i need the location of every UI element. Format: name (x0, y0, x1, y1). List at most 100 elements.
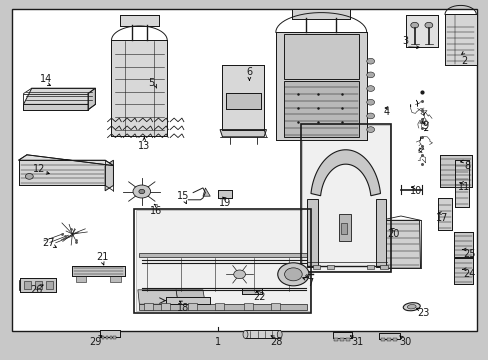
Bar (136, 210, 309, 311)
Polygon shape (19, 160, 105, 185)
Bar (306, 199, 317, 267)
Bar (392, 338, 396, 341)
Text: 18: 18 (177, 303, 189, 313)
Text: 20: 20 (386, 229, 399, 239)
Bar (113, 336, 116, 339)
Polygon shape (454, 160, 468, 207)
Bar (46, 281, 53, 289)
Polygon shape (176, 290, 205, 304)
Polygon shape (138, 290, 178, 304)
Bar (244, 303, 253, 310)
Text: 6: 6 (246, 67, 252, 77)
Polygon shape (292, 9, 349, 19)
Circle shape (133, 185, 150, 198)
Text: 21: 21 (96, 252, 109, 262)
Circle shape (366, 58, 374, 64)
Bar (366, 265, 373, 269)
Circle shape (233, 270, 245, 279)
Bar (302, 125, 389, 271)
Circle shape (410, 22, 418, 28)
Polygon shape (453, 232, 472, 257)
Circle shape (284, 268, 302, 281)
Polygon shape (405, 15, 437, 47)
Bar (144, 303, 153, 310)
Polygon shape (20, 278, 56, 292)
Bar (341, 223, 346, 234)
Text: 28: 28 (269, 337, 282, 347)
Polygon shape (100, 330, 120, 337)
Circle shape (366, 113, 374, 119)
Ellipse shape (277, 330, 282, 338)
Text: 4: 4 (383, 107, 388, 117)
Text: 22: 22 (252, 292, 265, 302)
Text: 23: 23 (416, 308, 428, 318)
Polygon shape (166, 297, 210, 304)
Text: 13: 13 (138, 141, 150, 151)
Ellipse shape (243, 330, 247, 338)
Text: 2: 2 (461, 56, 467, 66)
Circle shape (424, 22, 432, 28)
Polygon shape (23, 104, 88, 110)
Polygon shape (110, 276, 121, 282)
Circle shape (366, 99, 374, 105)
Bar (338, 214, 350, 241)
Circle shape (25, 174, 33, 179)
Bar (380, 338, 384, 341)
Polygon shape (380, 220, 420, 268)
Bar (12, 9, 476, 331)
Text: 1: 1 (214, 337, 220, 347)
Polygon shape (220, 130, 266, 137)
Bar (35, 281, 42, 289)
Text: 24: 24 (462, 269, 475, 279)
Polygon shape (453, 258, 472, 284)
Text: 12: 12 (33, 164, 45, 174)
Bar (161, 303, 170, 310)
Bar (188, 303, 197, 310)
Text: 10: 10 (408, 186, 421, 196)
Bar (326, 265, 333, 269)
Circle shape (139, 189, 144, 194)
Polygon shape (111, 40, 167, 136)
Text: 16: 16 (150, 206, 163, 216)
Bar (134, 209, 310, 313)
Polygon shape (283, 34, 359, 79)
Circle shape (366, 127, 374, 132)
Polygon shape (225, 93, 260, 109)
Text: 15: 15 (177, 191, 189, 201)
Polygon shape (245, 330, 279, 338)
Bar (346, 338, 349, 341)
Ellipse shape (407, 305, 415, 309)
Polygon shape (437, 198, 451, 230)
Text: 14: 14 (40, 74, 53, 84)
Polygon shape (139, 304, 306, 310)
Polygon shape (203, 188, 210, 196)
Polygon shape (23, 88, 95, 104)
Polygon shape (76, 276, 85, 282)
Bar (386, 338, 390, 341)
Bar (340, 338, 344, 341)
Polygon shape (439, 155, 471, 187)
Polygon shape (276, 32, 366, 140)
Text: 30: 30 (399, 337, 411, 347)
Text: 8: 8 (463, 161, 469, 171)
Polygon shape (88, 88, 95, 110)
Polygon shape (444, 14, 476, 65)
Text: 3: 3 (402, 36, 408, 46)
Bar (24, 281, 31, 289)
Text: 5: 5 (148, 78, 154, 88)
Text: 9: 9 (422, 121, 427, 131)
Bar (102, 336, 104, 339)
Circle shape (366, 72, 374, 78)
Polygon shape (378, 333, 399, 339)
Bar (271, 303, 280, 310)
Text: 11: 11 (457, 182, 470, 192)
Bar (105, 336, 108, 339)
Text: 7: 7 (307, 278, 313, 288)
Polygon shape (283, 81, 359, 137)
Text: 31: 31 (350, 337, 363, 347)
Polygon shape (105, 160, 113, 191)
Circle shape (366, 86, 374, 91)
Text: 17: 17 (435, 213, 448, 223)
Text: 29: 29 (89, 337, 102, 347)
Polygon shape (19, 155, 113, 166)
